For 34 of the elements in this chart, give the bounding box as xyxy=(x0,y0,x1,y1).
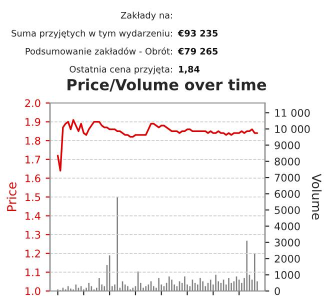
y2-tick-label: 7000 xyxy=(274,174,300,182)
y2-tick-label: 8000 xyxy=(274,158,300,166)
y2-tick-label: 5000 xyxy=(274,206,300,214)
y2-tick-label: 9000 xyxy=(274,141,300,150)
y2-tick-label: 4000 xyxy=(274,222,300,230)
chart-title: Price/Volume over time xyxy=(68,78,266,92)
y-tick-label: 1.8 xyxy=(26,136,40,145)
y-tick-label: 2.0 xyxy=(25,99,40,108)
text: Ostatnia cena przyjęta: xyxy=(70,66,172,74)
y-tick-label: 1.7 xyxy=(26,156,40,164)
y-tick-label: 1.9 xyxy=(26,118,40,126)
text: Podsumowanie zakładów - Obrót: xyxy=(26,47,172,55)
y-axis-title: Price xyxy=(6,182,16,212)
y2-tick-label: 0 xyxy=(274,287,280,296)
y2-tick-label: 11 000 xyxy=(275,108,310,117)
line-series xyxy=(56,119,258,172)
text: Zakłady na: xyxy=(120,12,172,20)
y-tick-label: 1.5 xyxy=(26,193,40,202)
y2-axis-title: Volume xyxy=(312,174,322,220)
y2-tick-label: 3000 xyxy=(274,238,300,246)
text: Suma przyjętych w tym wydarzeniu: xyxy=(12,30,172,38)
text: €79 265 xyxy=(178,48,218,55)
y2-tick-label: 1000 xyxy=(275,271,300,279)
y2-tick-label: 2000 xyxy=(274,254,300,263)
y2-tick-label: 10 000 xyxy=(275,125,310,134)
y2-tick-label: 6000 xyxy=(274,190,300,198)
y-tick-label: 1.1 xyxy=(26,268,40,276)
y-tick-label: 1.0 xyxy=(26,287,40,296)
y-tick-label: 1.4 xyxy=(26,212,40,220)
y-tick-label: 1.3 xyxy=(26,230,40,239)
text: 1,84 xyxy=(179,66,200,74)
y-tick-label: 1.6 xyxy=(26,174,40,182)
y-tick-label: 1.2 xyxy=(26,250,40,258)
text: €93 235 xyxy=(178,30,218,37)
